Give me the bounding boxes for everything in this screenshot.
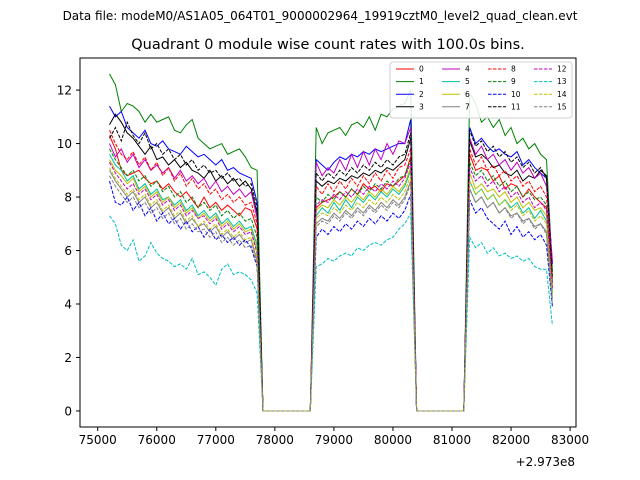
series-line-14 bbox=[109, 167, 553, 412]
series-line-12 bbox=[109, 162, 553, 412]
x-axis: 75000 76000 77000 78000 79000 80000 81000 82000… bbox=[79, 427, 589, 447]
axes-border bbox=[79, 57, 577, 428]
series-line-15 bbox=[109, 175, 553, 412]
legend-label-14: 14 bbox=[557, 90, 567, 99]
plot-area: 75000 76000 77000 78000 79000 80000 81000 82000… bbox=[57, 57, 589, 469]
x-tick-label: 81000 bbox=[433, 433, 471, 447]
legend-label-12: 12 bbox=[557, 65, 567, 74]
legend-label-15: 15 bbox=[557, 102, 567, 111]
legend-label-4: 4 bbox=[465, 65, 470, 74]
series-line-11 bbox=[109, 120, 553, 412]
series-line-10 bbox=[109, 180, 553, 412]
series-line-3 bbox=[109, 113, 553, 412]
legend-label-2: 2 bbox=[419, 90, 424, 99]
y-tick-label: 10 bbox=[57, 137, 72, 151]
legend-label-9: 9 bbox=[511, 77, 516, 86]
legend-label-8: 8 bbox=[511, 65, 516, 74]
legend-box bbox=[389, 61, 573, 119]
legend-label-0: 0 bbox=[419, 65, 424, 74]
series-line-4 bbox=[109, 127, 553, 412]
x-offset-label: +2.973e8 bbox=[516, 455, 575, 469]
series-line-6 bbox=[109, 159, 553, 412]
series-line-5 bbox=[109, 154, 553, 412]
x-tick-label: 75000 bbox=[79, 433, 117, 447]
x-tick-label: 78000 bbox=[256, 433, 294, 447]
y-tick-label: 12 bbox=[57, 84, 72, 98]
series-layer bbox=[109, 73, 553, 412]
legend-label-1: 1 bbox=[419, 77, 424, 86]
legend-label-11: 11 bbox=[511, 102, 521, 111]
legend-label-6: 6 bbox=[465, 90, 470, 99]
series-line-13 bbox=[109, 211, 553, 412]
figure-suptitle: Data file: modeM0/AS1A05_064T01_90000029… bbox=[63, 9, 578, 23]
y-axis: 0 2 4 6 8 10 12 bbox=[57, 84, 80, 418]
x-tick-label: 79000 bbox=[315, 433, 353, 447]
chart-title: Quadrant 0 module wise count rates with … bbox=[131, 37, 525, 53]
series-line-9 bbox=[109, 148, 553, 412]
legend-label-3: 3 bbox=[419, 102, 424, 111]
x-tick-label: 80000 bbox=[374, 433, 412, 447]
x-tick-label: 77000 bbox=[197, 433, 235, 447]
x-tick-label: 76000 bbox=[138, 433, 176, 447]
y-tick-label: 0 bbox=[64, 404, 72, 418]
x-tick-label: 82000 bbox=[492, 433, 530, 447]
y-tick-label: 4 bbox=[64, 298, 72, 312]
legend-label-10: 10 bbox=[511, 90, 521, 99]
legend-label-5: 5 bbox=[465, 77, 470, 86]
series-line-8 bbox=[109, 129, 553, 412]
series-line-2 bbox=[109, 105, 553, 412]
y-tick-label: 6 bbox=[64, 244, 72, 258]
x-tick-label: 83000 bbox=[551, 433, 589, 447]
y-tick-label: 2 bbox=[64, 351, 72, 365]
legend-label-13: 13 bbox=[557, 77, 567, 86]
y-tick-label: 8 bbox=[64, 191, 72, 205]
legend-label-7: 7 bbox=[465, 102, 470, 111]
